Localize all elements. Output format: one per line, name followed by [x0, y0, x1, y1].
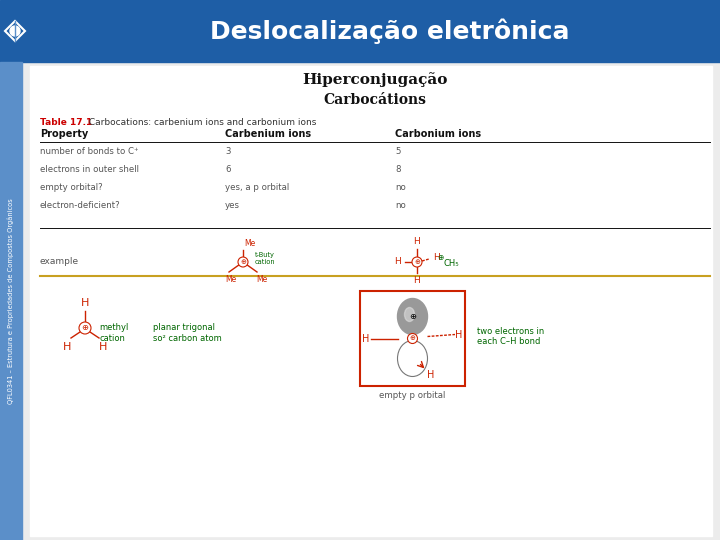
Text: Carbenium ions: Carbenium ions	[225, 129, 311, 139]
Text: yes: yes	[225, 201, 240, 211]
Text: Property: Property	[40, 129, 89, 139]
Text: Me: Me	[225, 275, 236, 284]
Text: ⊕: ⊕	[240, 259, 246, 265]
Text: H: H	[413, 237, 420, 246]
Text: planar trigonal
so² carbon atom: planar trigonal so² carbon atom	[153, 323, 222, 343]
Bar	[30, 66, 712, 536]
Text: no: no	[395, 201, 406, 211]
Text: 5: 5	[395, 147, 400, 157]
Circle shape	[412, 257, 422, 267]
Text: Carbocations: carbenium ions and carbonium ions: Carbocations: carbenium ions and carboni…	[86, 118, 316, 127]
Text: Carbocátions: Carbocátions	[323, 93, 426, 107]
Text: 3: 3	[225, 147, 230, 157]
Text: empty orbital?: empty orbital?	[40, 184, 103, 192]
Text: Hiperconjugação: Hiperconjugação	[302, 72, 448, 87]
Text: number of bonds to C⁺: number of bonds to C⁺	[40, 147, 139, 157]
Text: H: H	[362, 334, 369, 343]
Text: yes, a p orbital: yes, a p orbital	[225, 184, 289, 192]
Ellipse shape	[397, 341, 428, 376]
Bar	[360, 291, 465, 386]
Text: ⊕: ⊕	[410, 335, 415, 341]
Text: electron-deficient?: electron-deficient?	[40, 201, 121, 211]
Text: ⊕: ⊕	[414, 259, 420, 265]
Text: H: H	[81, 298, 89, 308]
Text: H: H	[427, 369, 434, 380]
Text: example: example	[40, 258, 79, 267]
Text: H: H	[63, 342, 71, 352]
Text: Table 17.1: Table 17.1	[40, 118, 92, 127]
Text: no: no	[395, 184, 406, 192]
Text: t-Buty
cation: t-Buty cation	[255, 252, 276, 265]
Text: Me: Me	[256, 275, 267, 284]
Text: ⊕: ⊕	[409, 312, 416, 321]
Text: Carbonium ions: Carbonium ions	[395, 129, 481, 139]
Circle shape	[79, 322, 91, 334]
Circle shape	[408, 334, 418, 343]
Circle shape	[10, 26, 20, 36]
Text: ⊕: ⊕	[437, 253, 444, 262]
Text: 8: 8	[395, 165, 400, 174]
Text: CH₅: CH₅	[443, 260, 459, 268]
Circle shape	[238, 257, 248, 267]
Text: electrons in outer shell: electrons in outer shell	[40, 165, 139, 174]
Ellipse shape	[397, 299, 428, 334]
Text: methyl
cation: methyl cation	[99, 323, 128, 343]
Text: ⊕: ⊕	[81, 323, 89, 333]
Text: 6: 6	[225, 165, 230, 174]
Bar	[0, 0, 720, 62]
Text: QFL0341 – Estrutura e Propriedades de Compostos Orgânicos: QFL0341 – Estrutura e Propriedades de Co…	[8, 198, 14, 404]
Text: two electrons in
each C–H bond: two electrons in each C–H bond	[477, 327, 544, 346]
Text: H: H	[433, 253, 440, 262]
Bar	[22, 62, 720, 540]
Ellipse shape	[405, 307, 415, 321]
Text: H: H	[99, 342, 107, 352]
Text: H: H	[455, 329, 463, 340]
Bar	[0, 62, 22, 540]
Text: H: H	[413, 276, 420, 285]
Text: Deslocalização eletrônica: Deslocalização eletrônica	[210, 18, 570, 44]
Text: Me: Me	[244, 239, 256, 248]
Text: empty p orbital: empty p orbital	[379, 392, 446, 401]
Text: H: H	[395, 256, 401, 266]
